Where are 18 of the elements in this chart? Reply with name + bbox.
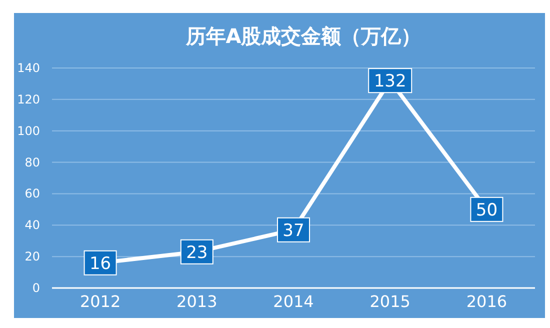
- x-tick-label: 2014: [273, 292, 314, 311]
- x-tick-label: 2013: [176, 292, 218, 311]
- chart-title: 历年A股成交金额（万亿）: [184, 24, 422, 48]
- y-tick-label: 60: [24, 186, 40, 201]
- data-label: 37: [282, 220, 304, 241]
- y-tick-label: 40: [24, 218, 40, 232]
- y-tick-label: 20: [24, 250, 40, 264]
- y-tick-label: 140: [17, 61, 40, 75]
- x-tick-label: 2015: [370, 292, 410, 311]
- y-tick-label: 120: [17, 92, 40, 106]
- data-label: 23: [186, 242, 208, 263]
- data-label: 16: [89, 254, 112, 274]
- y-tick-label: 80: [24, 155, 40, 170]
- y-tick-label: 0: [32, 281, 40, 295]
- y-tick-label: 100: [17, 124, 40, 138]
- x-tick-label: 2016: [466, 292, 508, 311]
- x-tick-label: 2012: [80, 292, 121, 311]
- data-label: 50: [476, 200, 498, 220]
